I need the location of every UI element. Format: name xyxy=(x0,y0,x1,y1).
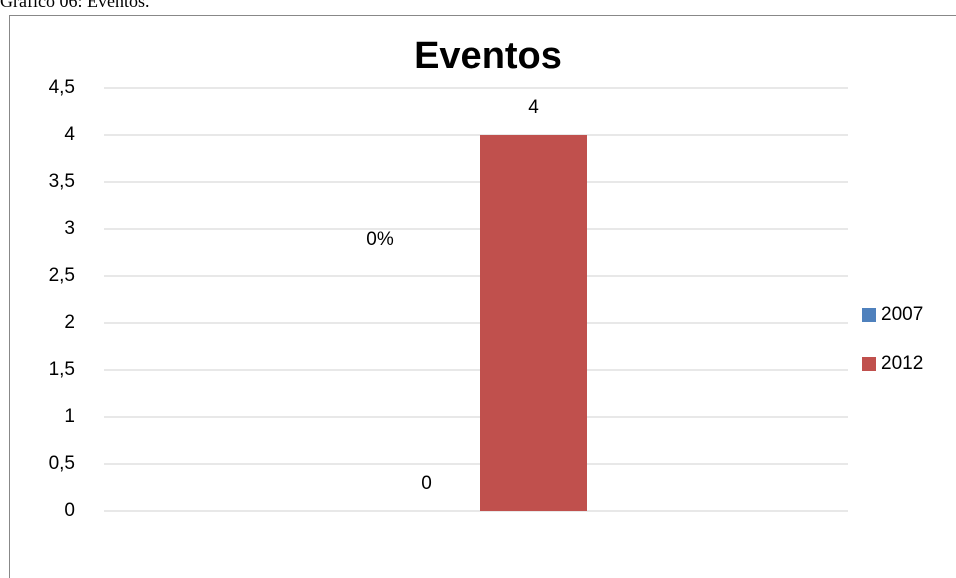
y-tick-label: 1 xyxy=(64,406,75,427)
y-tick-label: 1,5 xyxy=(49,359,75,380)
y-tick-label: 2,5 xyxy=(49,265,75,286)
legend-label: 2007 xyxy=(881,304,923,325)
y-tick-label: 3 xyxy=(64,218,75,239)
y-tick-label: 0 xyxy=(64,500,75,521)
legend-swatch xyxy=(862,357,876,371)
y-tick-label: 3,5 xyxy=(49,171,75,192)
y-tick-label: 0,5 xyxy=(49,453,75,474)
caption: Gráfico 06: Eventos. xyxy=(0,0,149,11)
chart-title: Eventos xyxy=(414,35,562,77)
annotation: 0% xyxy=(366,229,394,250)
y-tick-label: 2 xyxy=(64,312,75,333)
legend-swatch xyxy=(862,308,876,322)
data-label: 4 xyxy=(528,97,539,118)
bar xyxy=(480,135,587,511)
legend-label: 2012 xyxy=(881,353,923,374)
y-tick-label: 4,5 xyxy=(49,77,75,98)
data-label: 0 xyxy=(421,473,432,494)
y-tick-label: 4 xyxy=(64,124,75,145)
